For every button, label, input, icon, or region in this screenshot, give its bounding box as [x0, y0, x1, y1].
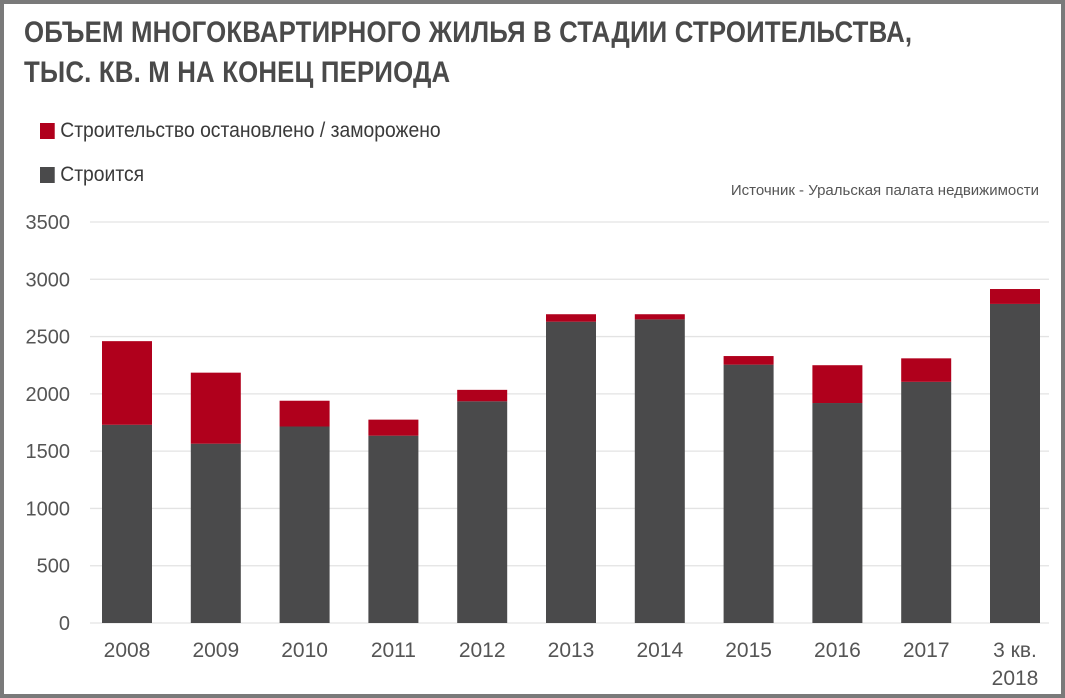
x-tick-label: 3 кв. [993, 639, 1037, 662]
x-tick-label: 2010 [281, 639, 328, 662]
y-tick-label: 2500 [26, 327, 71, 349]
y-tick-label: 3000 [26, 269, 71, 291]
bar-frozen [546, 314, 596, 322]
x-tick-label: 2009 [192, 639, 239, 662]
bar-building [102, 424, 152, 623]
y-tick-label: 1500 [26, 441, 71, 463]
bar-building [634, 319, 685, 623]
y-tick-label: 500 [37, 556, 70, 578]
source-note: Источник - Уральская палата недвижимости [730, 182, 1039, 199]
bar-building [368, 435, 419, 623]
bar-building [812, 403, 863, 623]
x-tick-label: 2011 [371, 639, 416, 662]
x-tick-label: 2015 [725, 639, 772, 662]
bar-frozen [368, 419, 419, 436]
bar-frozen [901, 358, 952, 382]
bar-building [901, 381, 952, 623]
x-tick-label: 2012 [459, 639, 506, 662]
bar-frozen [723, 356, 774, 365]
legend-item-building: Строится [40, 163, 144, 187]
bar-building [546, 321, 596, 623]
bar-frozen [634, 314, 685, 320]
bar-frozen [102, 341, 152, 425]
x-tick-label: 2017 [903, 639, 950, 662]
legend-item-frozen: Строительство остановлено / заморожено [40, 119, 441, 143]
bar-frozen [812, 365, 863, 404]
legend-swatch-gray [40, 167, 55, 183]
bar-building [279, 426, 330, 623]
x-tick-label: 2014 [636, 639, 683, 662]
bar-building [190, 443, 241, 623]
x-tick-label: 2018 [992, 667, 1039, 690]
bar-building [457, 401, 508, 623]
bar-building [723, 364, 774, 623]
y-tick-label: 2000 [26, 384, 71, 406]
x-tick-label: 2016 [814, 639, 861, 662]
x-tick-label: 2013 [548, 639, 595, 662]
bar-building [990, 303, 1040, 623]
x-tick-label: 2008 [104, 639, 151, 662]
legend-label: Строится [60, 163, 145, 186]
bar-frozen [990, 289, 1040, 304]
y-tick-label: 3500 [26, 212, 71, 234]
bar-frozen [457, 389, 508, 402]
chart-title-line-1: ОБЪЕМ МНОГОКВАРТИРНОГО ЖИЛЬЯ В СТАДИИ СТ… [24, 16, 913, 49]
chart-title-line-2: ТЫС. КВ. М НА КОНЕЦ ПЕРИОДА [24, 56, 451, 89]
bar-frozen [279, 400, 330, 427]
legend-swatch-red [40, 123, 55, 139]
chart-plot: 0 500 1000 1500 2000 2500 3000 3500 2008 2009 2010… [26, 212, 1049, 690]
y-tick-label: 0 [59, 613, 70, 635]
bar-frozen [190, 372, 241, 444]
legend-label: Строительство остановлено / заморожено [60, 119, 441, 142]
y-tick-label: 1000 [26, 498, 71, 520]
